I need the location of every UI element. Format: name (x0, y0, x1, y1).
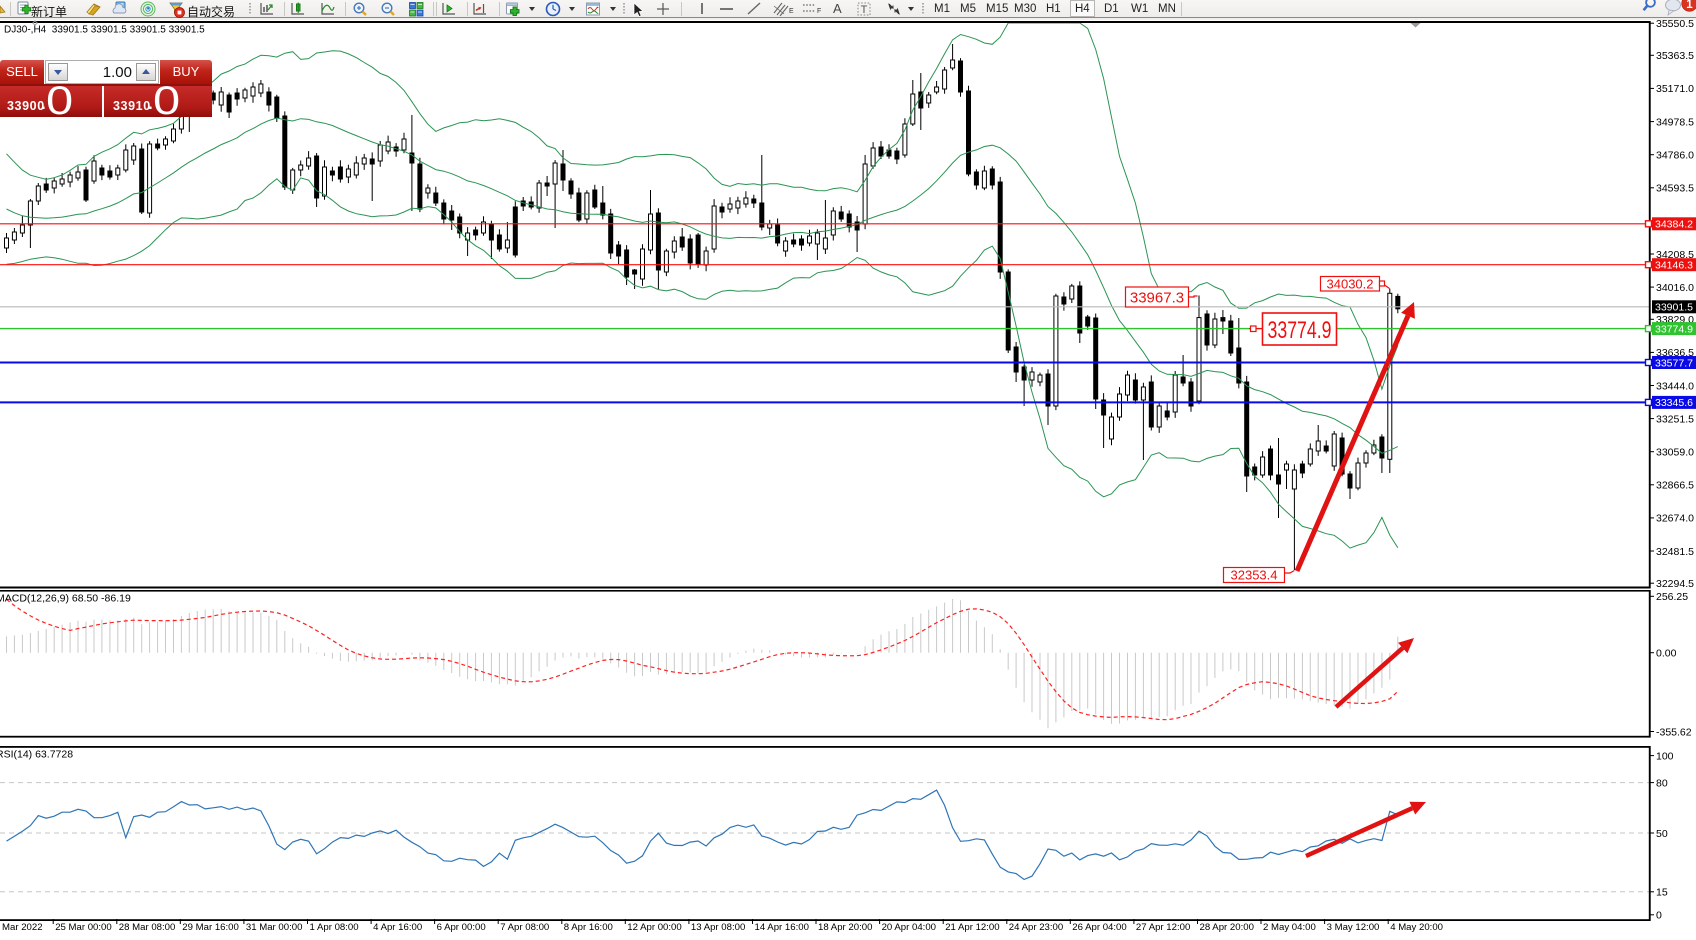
svg-text:32353.4: 32353.4 (1231, 568, 1278, 583)
svg-text:33251.5: 33251.5 (1656, 413, 1694, 425)
svg-text:32294.5: 32294.5 (1656, 578, 1694, 590)
svg-text:Mar 2022: Mar 2022 (2, 922, 43, 933)
svg-text:0: 0 (1656, 910, 1662, 922)
svg-text:14 Apr 16:00: 14 Apr 16:00 (755, 922, 809, 933)
svg-text:T: T (861, 4, 868, 16)
svg-text:-355.62: -355.62 (1656, 726, 1692, 738)
svg-text:256.25: 256.25 (1656, 591, 1688, 603)
svg-text:35171.0: 35171.0 (1656, 83, 1694, 95)
svg-text:34786.0: 34786.0 (1656, 150, 1694, 162)
svg-text:33774.9: 33774.9 (1268, 317, 1332, 344)
svg-text:32866.5: 32866.5 (1656, 480, 1694, 492)
svg-text:29 Mar 16:00: 29 Mar 16:00 (182, 922, 239, 933)
svg-text:33444.0: 33444.0 (1656, 380, 1694, 392)
svg-text:35550.5: 35550.5 (1656, 20, 1694, 30)
svg-text:32481.5: 32481.5 (1656, 546, 1694, 558)
svg-text:RSI(14) 63.7728: RSI(14) 63.7728 (0, 749, 73, 761)
svg-text:32674.0: 32674.0 (1656, 513, 1694, 525)
svg-text:34146.3: 34146.3 (1655, 260, 1693, 272)
svg-text:33774.9: 33774.9 (1655, 323, 1693, 335)
svg-text:20 Apr 04:00: 20 Apr 04:00 (882, 922, 936, 933)
svg-text:35363.5: 35363.5 (1656, 50, 1694, 62)
svg-text:0.00: 0.00 (1656, 648, 1677, 660)
svg-text:18 Apr 20:00: 18 Apr 20:00 (818, 922, 872, 933)
svg-text:34016.0: 34016.0 (1656, 282, 1694, 294)
svg-text:50: 50 (1656, 828, 1668, 840)
svg-text:33577.7: 33577.7 (1655, 357, 1693, 369)
svg-text:6 Apr 00:00: 6 Apr 00:00 (437, 922, 486, 933)
svg-text:31 Mar 00:00: 31 Mar 00:00 (246, 922, 303, 933)
svg-text:80: 80 (1656, 777, 1668, 789)
svg-text:34978.5: 34978.5 (1656, 116, 1694, 128)
svg-text:34593.5: 34593.5 (1656, 183, 1694, 195)
svg-text:8 Apr 16:00: 8 Apr 16:00 (564, 922, 613, 933)
svg-text:4 Apr 16:00: 4 Apr 16:00 (373, 922, 422, 933)
svg-text:25 Mar 00:00: 25 Mar 00:00 (55, 922, 112, 933)
svg-text:33967.3: 33967.3 (1130, 289, 1184, 306)
svg-text:2 May 04:00: 2 May 04:00 (1263, 922, 1316, 933)
svg-text:15: 15 (1656, 887, 1668, 899)
svg-text:13 Apr 08:00: 13 Apr 08:00 (691, 922, 745, 933)
svg-text:34384.2: 34384.2 (1655, 219, 1693, 231)
svg-text:33901.5: 33901.5 (1655, 302, 1693, 314)
svg-text:28 Apr 20:00: 28 Apr 20:00 (1200, 922, 1254, 933)
svg-text:33059.0: 33059.0 (1656, 447, 1694, 459)
svg-text:33345.6: 33345.6 (1655, 397, 1693, 409)
svg-text:7 Apr 08:00: 7 Apr 08:00 (500, 922, 549, 933)
svg-text:28 Mar 08:00: 28 Mar 08:00 (119, 922, 176, 933)
svg-text:DJ30-,H4 33901.5 33901.5 3390: DJ30-,H4 33901.5 33901.5 33901.5 33901.5 (4, 25, 205, 36)
svg-text:34208.5: 34208.5 (1656, 249, 1694, 261)
svg-text:24 Apr 23:00: 24 Apr 23:00 (1009, 922, 1063, 933)
svg-text:1 Apr 08:00: 1 Apr 08:00 (310, 922, 359, 933)
svg-text:MACD(12,26,9) 68.50 -86.19: MACD(12,26,9) 68.50 -86.19 (0, 593, 131, 605)
svg-text:34030.2: 34030.2 (1327, 276, 1374, 291)
svg-text:3 May 12:00: 3 May 12:00 (1327, 922, 1380, 933)
svg-text:26 Apr 04:00: 26 Apr 04:00 (1072, 922, 1126, 933)
svg-text:27 Apr 12:00: 27 Apr 12:00 (1136, 922, 1190, 933)
svg-text:100: 100 (1656, 750, 1674, 762)
svg-text:21 Apr 12:00: 21 Apr 12:00 (945, 922, 999, 933)
svg-text:4 May 20:00: 4 May 20:00 (1390, 922, 1443, 933)
svg-text:12 Apr 00:00: 12 Apr 00:00 (627, 922, 681, 933)
svg-text:1: 1 (1686, 0, 1693, 11)
